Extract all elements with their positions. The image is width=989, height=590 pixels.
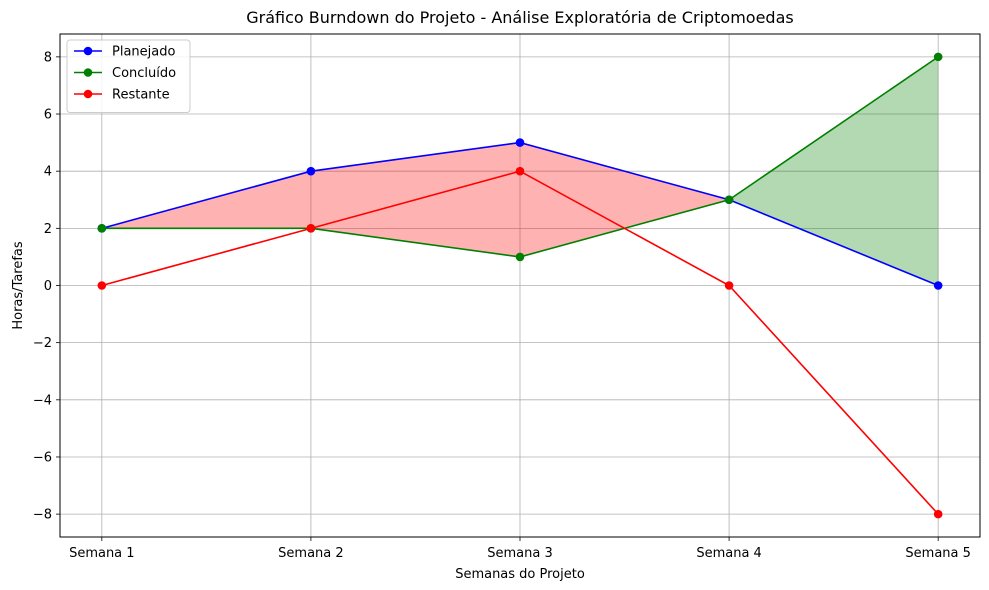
data-point-concluido — [933, 52, 943, 62]
data-point-restante — [724, 281, 734, 290]
data-point-planejado — [933, 281, 943, 290]
data-point-restante — [515, 166, 525, 176]
y-tick-label: 0 — [44, 279, 52, 294]
legend-marker — [83, 46, 93, 56]
y-tick-label: −6 — [33, 450, 52, 465]
chart-title: Gráfico Burndown do Projeto - Análise Ex… — [246, 8, 793, 27]
x-tick-label: Semana 5 — [905, 546, 971, 561]
series-layer — [97, 52, 943, 519]
fill-behind-area — [520, 142, 730, 257]
tick-layer: Semana 1 Semana 2 Semana 3 Semana 4 Semana 5… — [33, 50, 971, 561]
y-tick-label: 8 — [44, 50, 52, 65]
data-point-concluido — [97, 224, 107, 233]
data-point-concluido — [724, 195, 734, 205]
data-point-restante — [306, 224, 316, 233]
data-point-restante — [97, 281, 107, 290]
y-tick-label: −8 — [33, 508, 52, 523]
legend-label: Restante — [112, 88, 170, 103]
fill-ahead-area — [729, 56, 939, 286]
y-tick-label: −2 — [33, 336, 52, 351]
x-tick-label: Semana 4 — [696, 546, 762, 561]
y-axis-title: Horas/Tarefas — [11, 241, 26, 330]
y-tick-label: 2 — [44, 222, 52, 237]
data-point-restante — [933, 509, 943, 519]
x-tick-label: Semana 3 — [487, 546, 553, 561]
data-point-planejado — [306, 166, 316, 176]
data-point-concluido — [515, 252, 525, 262]
legend-label: Planejado — [112, 45, 175, 60]
x-tick-label: Semana 2 — [278, 546, 344, 561]
legend: Planejado Concluído Restante — [66, 39, 191, 113]
data-point-planejado — [515, 138, 525, 147]
y-tick-label: 6 — [44, 108, 52, 123]
x-tick-label: Semana 1 — [69, 546, 135, 561]
x-axis-title: Semanas do Projeto — [455, 567, 585, 582]
legend-label: Concluído — [112, 66, 176, 81]
grid-layer — [60, 34, 980, 537]
y-tick-label: 4 — [44, 165, 52, 180]
y-tick-label: −4 — [33, 393, 52, 408]
legend-marker — [83, 68, 93, 77]
legend-marker — [83, 89, 93, 99]
